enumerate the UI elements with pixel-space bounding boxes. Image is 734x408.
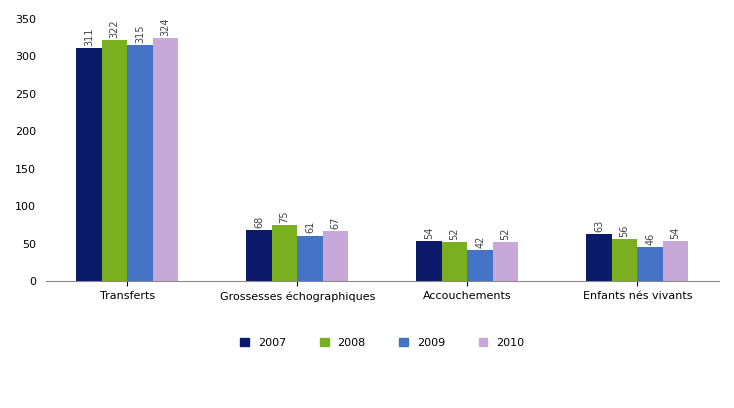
Bar (442, 242, 468, 282)
Text: 68: 68 (254, 216, 264, 228)
Text: 311: 311 (84, 28, 94, 46)
Bar (76, 48, 102, 282)
Text: 54: 54 (671, 226, 680, 239)
Text: 63: 63 (594, 220, 604, 232)
Bar (493, 242, 518, 282)
Text: 46: 46 (645, 233, 655, 245)
Bar (297, 236, 323, 282)
Bar (247, 231, 272, 282)
Text: 75: 75 (280, 211, 290, 223)
Bar (586, 234, 612, 282)
Legend: 2007, 2008, 2009, 2010: 2007, 2008, 2009, 2010 (237, 334, 528, 351)
Bar (637, 247, 663, 282)
Bar (416, 241, 442, 282)
Text: 42: 42 (475, 235, 485, 248)
Text: 61: 61 (305, 221, 315, 233)
Text: 324: 324 (161, 18, 171, 36)
Text: 52: 52 (450, 228, 459, 240)
Text: 315: 315 (135, 24, 145, 43)
Bar (153, 38, 178, 282)
Bar (468, 250, 493, 282)
Bar (323, 231, 349, 282)
Text: 56: 56 (619, 225, 630, 237)
Bar (128, 45, 153, 282)
Bar (272, 225, 297, 282)
Bar (612, 239, 637, 282)
Bar (102, 40, 128, 282)
Text: 52: 52 (501, 228, 511, 240)
Bar (663, 241, 688, 282)
Text: 54: 54 (424, 226, 435, 239)
Text: 67: 67 (331, 217, 341, 229)
Text: 322: 322 (109, 19, 120, 38)
